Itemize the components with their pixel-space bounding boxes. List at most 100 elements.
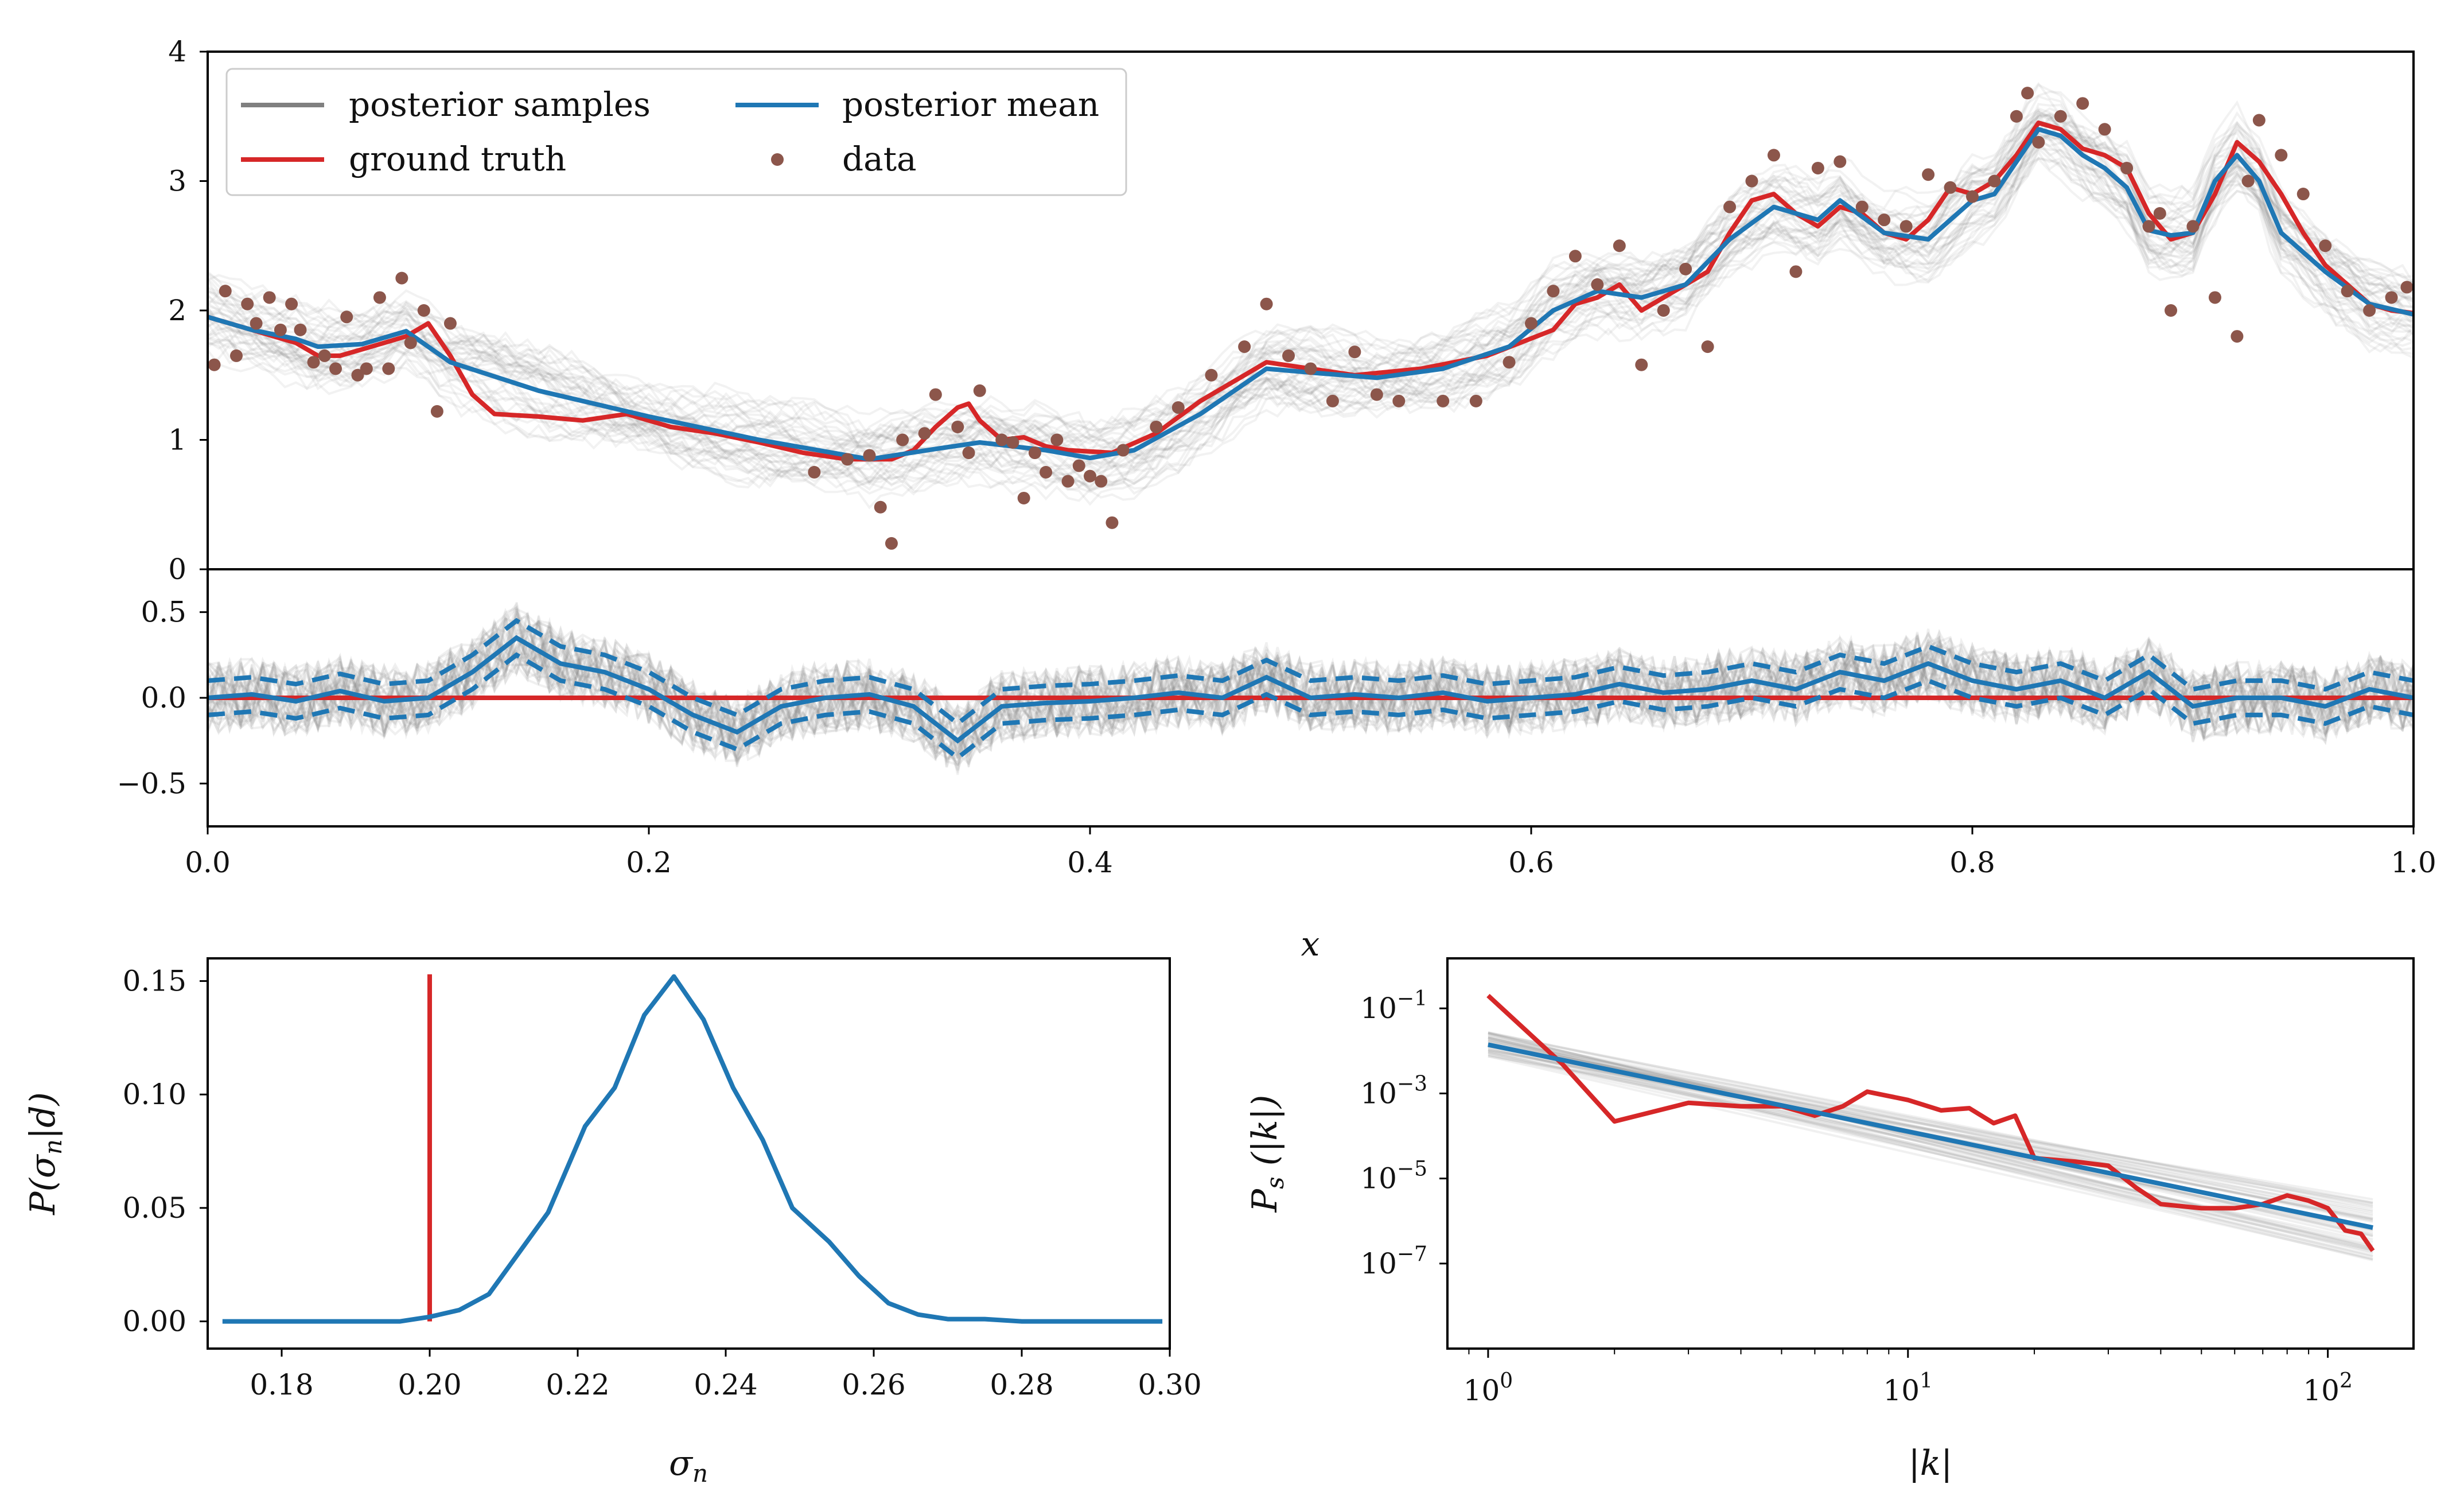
spectrum-sample-line: [1488, 1037, 2373, 1223]
data-point: [219, 285, 232, 298]
top-sample-line: [207, 156, 2415, 483]
data-point: [307, 356, 320, 369]
top-panel: 0 1 2 3 4 posterior samples posterior mean g…: [168, 35, 2415, 586]
top-sample-line: [207, 113, 2414, 488]
data-point: [1061, 475, 1075, 488]
residual-y-tick-label: 0.5: [141, 596, 186, 629]
posterior-mean-line: [207, 127, 2414, 462]
x-tick-label: 0.2: [626, 846, 672, 879]
legend-truth-label: ground truth: [349, 139, 566, 178]
top-sample-line: [207, 121, 2414, 496]
noise-y-tick-label: 0.05: [123, 1191, 186, 1225]
residual-sample-line: [207, 617, 2415, 755]
data-point: [885, 537, 898, 550]
noise-x-tick-label: 0.26: [842, 1368, 905, 1401]
residual-sample-line: [207, 629, 2415, 767]
data-point: [2400, 281, 2414, 294]
spectrum-sample-line: [1488, 1051, 2373, 1248]
residual-sample-line: [207, 612, 2415, 766]
data-point: [1855, 200, 1869, 213]
data-point: [1084, 469, 1096, 483]
data-point: [2319, 239, 2332, 253]
spectrum-y-tick-label: 10−7: [1360, 1242, 1427, 1280]
data-point: [2231, 330, 2244, 343]
spectrum-sample-line: [1488, 1031, 2373, 1251]
residual-sample-line: [207, 608, 2415, 768]
spectrum-y-tick-label: 10−3: [1360, 1072, 1427, 1110]
top-sample-line: [207, 147, 2414, 502]
data-point: [2153, 207, 2166, 220]
data-point: [951, 420, 964, 433]
residual-sample-line: [207, 630, 2414, 762]
data-point: [1006, 436, 1019, 449]
data-point: [1591, 278, 1604, 291]
data-point: [1205, 368, 1218, 382]
top-sample-line: [207, 90, 2414, 490]
spectrum-sample-line: [1488, 1034, 2373, 1255]
data-point: [1348, 345, 1361, 359]
noise-axes-frame: [207, 957, 1171, 1350]
data-point: [2363, 304, 2376, 317]
top-y-tick-label: 3: [168, 165, 186, 198]
top-y-ticks: 0 1 2 3 4: [168, 35, 208, 586]
data-point: [1469, 394, 1482, 407]
data-point: [1878, 213, 1891, 227]
spectrum-panel: 100 101 102 10−1 10−3 10−5 10−7 |k| Ps (|k|): [1245, 957, 2415, 1483]
spectrum-sample-line: [1488, 1032, 2373, 1250]
spectrum-sample-line: [1488, 1036, 2373, 1222]
top-sample-line: [207, 130, 2414, 489]
top-series: [207, 87, 2414, 550]
data-point: [1502, 356, 1516, 369]
x-tick-label: 0.4: [1067, 846, 1113, 879]
data-point: [2275, 149, 2288, 162]
data-point: [329, 362, 342, 375]
spectrum-sample-line: [1488, 1054, 2373, 1232]
data-point: [2241, 174, 2255, 188]
data-point: [2032, 135, 2045, 149]
top-sample-line: [207, 115, 2414, 477]
noise-x-tick-label: 0.22: [546, 1368, 609, 1401]
top-sample-line: [207, 113, 2414, 480]
top-sample-line: [207, 83, 2414, 493]
data-point: [1789, 265, 1803, 278]
data-point: [351, 368, 364, 382]
spectrum-sample-line: [1488, 1042, 2373, 1257]
residual-y-tick-label: −0.5: [117, 767, 186, 800]
spectrum-sample-line: [1488, 1052, 2373, 1231]
data-point: [1635, 358, 1648, 371]
spectrum-x-label: |k|: [1909, 1443, 1953, 1483]
data-point: [294, 323, 307, 336]
data-point: [1745, 174, 1758, 188]
top-sample-line: [207, 112, 2414, 487]
data-point: [863, 449, 876, 462]
data-point: [1811, 161, 1824, 174]
data-point: [1701, 340, 1714, 354]
spectrum-sample-line: [1488, 1043, 2373, 1262]
data-point: [241, 297, 254, 310]
data-point: [1922, 168, 1935, 181]
residual-mean-line: [207, 635, 2414, 744]
spectrum-sample-line: [1488, 1040, 2373, 1221]
data-point: [1966, 190, 1979, 203]
data-point: [373, 291, 386, 304]
data-point: [1525, 317, 1537, 330]
data-point: [360, 362, 373, 375]
data-point: [1944, 181, 1957, 194]
data-point: [443, 317, 457, 330]
noise-panel: 0.18 0.20 0.22 0.24 0.26 0.28 0.30 0.00 0.05 0.10…: [23, 957, 1202, 1487]
data-point: [896, 433, 909, 446]
legend-mean-label: posterior mean: [842, 85, 1099, 124]
data-point: [2165, 304, 2178, 317]
data-point: [1238, 340, 1251, 354]
spectrum-sample-line: [1488, 1042, 2373, 1217]
data-point: [1679, 262, 1692, 275]
data-point: [1899, 220, 1913, 233]
data-point: [1392, 394, 1406, 407]
data-point: [382, 362, 395, 375]
residual-lower-band: [207, 652, 2414, 761]
top-sample-line: [207, 107, 2414, 467]
data-point: [973, 384, 986, 397]
spectrum-x-tick-label: 102: [2303, 1369, 2353, 1407]
residual-sample-line: [207, 620, 2415, 766]
